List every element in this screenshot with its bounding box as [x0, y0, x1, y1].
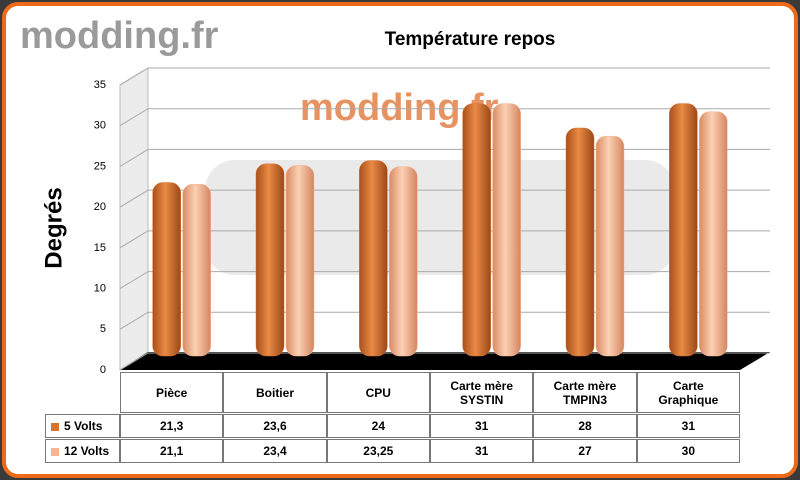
category-label: Carte Graphique	[636, 372, 740, 413]
grid-line	[119, 230, 770, 249]
side-wall	[119, 67, 149, 371]
value-label: 30	[636, 439, 740, 463]
y-tick-label: 5	[100, 323, 106, 335]
bar	[182, 183, 211, 357]
category-label: Carte mère SYSTIN	[430, 372, 534, 413]
value-label: 31	[430, 439, 534, 463]
category-label: Pièce	[120, 372, 224, 413]
watermark: modding.fr	[20, 15, 219, 57]
background-photo	[205, 160, 675, 275]
category-label: Carte mère TMPIN3	[533, 372, 637, 413]
grid-line	[119, 67, 770, 86]
y-tick-label: 15	[94, 242, 106, 254]
y-tick-label: 0	[100, 364, 106, 376]
bar	[492, 103, 521, 357]
value-label: 31	[636, 414, 740, 438]
bar	[565, 127, 595, 357]
bar	[669, 103, 698, 357]
legend-entry: 12 Volts	[45, 439, 120, 463]
y-tick-label: 35	[94, 79, 106, 91]
bar	[699, 111, 728, 357]
y-tick-label: 20	[94, 201, 106, 213]
category-label: CPU	[326, 372, 430, 413]
y-tick-label: 10	[94, 282, 106, 294]
value-label: 24	[326, 414, 430, 438]
value-label: 23,25	[326, 439, 430, 463]
value-label: 23,4	[223, 439, 327, 463]
value-label: 23,6	[223, 414, 327, 438]
legend-entry: 5 Volts	[45, 414, 120, 438]
value-label: 28	[533, 414, 637, 438]
bar	[389, 166, 418, 357]
bar	[255, 163, 285, 357]
bar	[285, 165, 315, 357]
category-label: Boitier	[223, 372, 327, 413]
bar	[152, 182, 181, 357]
y-tick-label: 30	[94, 120, 106, 132]
floor	[120, 352, 770, 370]
chart-title: Température repos	[385, 29, 556, 50]
value-label: 31	[430, 414, 534, 438]
legend-swatch	[51, 448, 59, 456]
grid-line	[119, 311, 770, 330]
y-axis-label: Degrés	[40, 187, 67, 268]
value-label: 21,1	[120, 439, 224, 463]
table-corner	[45, 372, 120, 413]
grid-line	[119, 352, 770, 371]
y-tick-label: 25	[94, 160, 106, 172]
grid-line	[119, 189, 770, 208]
legend-swatch	[51, 423, 59, 431]
grid-line	[119, 271, 770, 289]
value-label: 27	[533, 439, 637, 463]
grid-line	[119, 148, 770, 167]
bar	[359, 160, 388, 357]
bar	[462, 103, 491, 357]
grid-line	[119, 108, 770, 127]
bar	[595, 135, 625, 357]
value-label: 21,3	[120, 414, 224, 438]
